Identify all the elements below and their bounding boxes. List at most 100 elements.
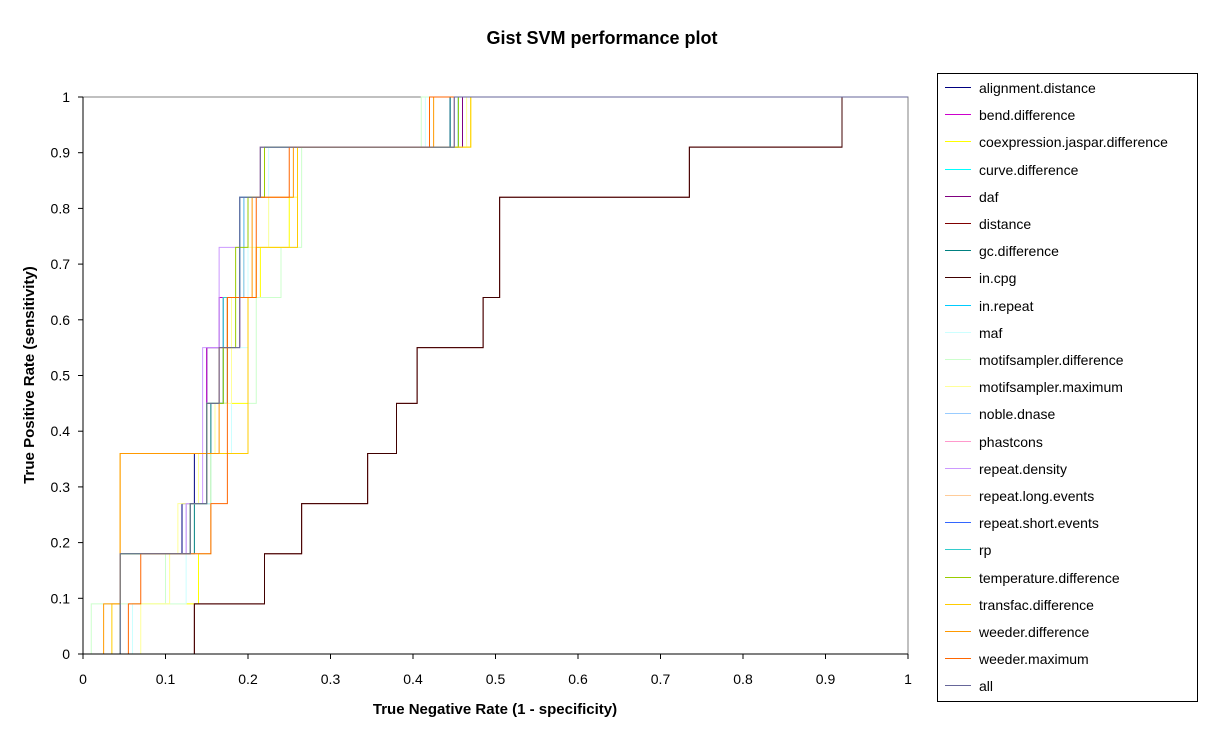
legend-item: motifsampler.difference	[938, 350, 1197, 370]
legend-swatch	[945, 549, 971, 551]
legend-item: noble.dnase	[938, 404, 1197, 424]
legend-item: motifsampler.maximum	[938, 377, 1197, 397]
plot-area	[82, 96, 909, 655]
x-tick-label: 0	[79, 671, 87, 687]
y-tick-label: 0.6	[51, 312, 71, 328]
legend-label: daf	[979, 188, 999, 205]
legend-label: repeat.long.events	[979, 488, 1095, 504]
legend-label: alignment.distance	[979, 80, 1096, 96]
legend-label: phastcons	[979, 433, 1043, 450]
legend-swatch	[945, 250, 971, 252]
legend-swatch	[945, 440, 971, 442]
legend-swatch	[945, 87, 971, 88]
legend-swatch	[945, 467, 971, 469]
legend-label: curve.difference	[979, 161, 1079, 178]
legend-swatch	[945, 223, 971, 224]
series-line-all	[83, 96, 908, 655]
legend-label: motifsampler.difference	[979, 352, 1124, 368]
legend-swatch	[945, 631, 971, 632]
x-tick-label: 0.8	[733, 671, 753, 687]
y-tick-label: 1	[62, 89, 70, 105]
y-axis-ticks: 0 0.1 0.2 0.3 0.4 0.5 0.6 0.7 0.8 0.9 1	[51, 89, 83, 662]
legend-item: daf	[938, 187, 1197, 207]
legend-swatch	[945, 141, 971, 143]
y-tick-label: 0	[62, 646, 70, 662]
legend-swatch	[945, 168, 971, 170]
x-tick-label: 0.5	[486, 671, 506, 687]
x-tick-label: 0.6	[568, 671, 588, 687]
legend-item: in.cpg	[938, 268, 1197, 288]
legend-label: in.cpg	[979, 270, 1017, 287]
legend-item: alignment.distance	[938, 78, 1197, 98]
legend-swatch	[945, 386, 971, 388]
legend-item: distance	[938, 214, 1197, 234]
legend-item: gc.difference	[938, 241, 1197, 261]
legend-swatch	[945, 576, 971, 578]
x-tick-label: 0.4	[403, 671, 423, 687]
legend-label: repeat.density	[979, 460, 1067, 477]
legend-label: noble.dnase	[979, 406, 1056, 423]
legend-item: maf	[938, 323, 1197, 343]
legend-swatch	[945, 304, 971, 306]
legend-label: maf	[979, 324, 1003, 341]
legend-item: bend.difference	[938, 105, 1197, 125]
legend-swatch	[945, 277, 971, 279]
legend-label: transfac.difference	[979, 596, 1094, 613]
legend-label: gc.difference	[979, 243, 1059, 260]
x-axis-ticks: 0 0.1 0.2 0.3 0.4 0.5 0.6 0.7 0.8 0.9 1	[79, 654, 912, 687]
legend-item: repeat.density	[938, 459, 1197, 479]
x-tick-label: 1	[904, 671, 912, 687]
legend-item: transfac.difference	[938, 595, 1197, 615]
series-lines	[83, 96, 908, 655]
legend-label: weeder.maximum	[979, 651, 1089, 668]
legend-label: rp	[979, 542, 992, 559]
legend-swatch	[945, 359, 971, 360]
legend-swatch	[945, 658, 971, 660]
legend-swatch	[945, 195, 971, 197]
legend-swatch	[945, 413, 971, 415]
y-tick-label: 0.5	[51, 368, 71, 384]
y-tick-label: 0.1	[51, 590, 71, 606]
y-tick-label: 0.2	[51, 535, 71, 551]
x-tick-label: 0.7	[651, 671, 671, 687]
legend-label: motifsampler.maximum	[979, 379, 1123, 396]
legend-item: temperature.difference	[938, 568, 1197, 588]
legend-item: all	[938, 676, 1197, 696]
x-axis-label: True Negative Rate (1 - specificity)	[373, 701, 617, 718]
legend-swatch	[945, 495, 971, 496]
legend-item: in.repeat	[938, 296, 1197, 316]
legend-swatch	[945, 522, 971, 524]
legend-swatch	[945, 331, 971, 333]
x-tick-label: 0.2	[238, 671, 258, 687]
legend-item: weeder.difference	[938, 622, 1197, 642]
legend-label: coexpression.jaspar.difference	[979, 134, 1168, 151]
legend-item: weeder.maximum	[938, 649, 1197, 669]
legend-item: repeat.short.events	[938, 513, 1197, 533]
legend-label: all	[979, 678, 994, 695]
y-tick-label: 0.3	[51, 479, 71, 495]
y-tick-label: 0.8	[51, 200, 71, 216]
legend-label: distance	[979, 216, 1032, 232]
y-tick-label: 0.4	[51, 423, 71, 439]
legend-label: weeder.difference	[979, 624, 1090, 640]
legend-swatch	[945, 685, 971, 687]
y-tick-label: 0.9	[51, 145, 71, 161]
chart-title: Gist SVM performance plot	[486, 28, 717, 48]
x-tick-label: 0.9	[816, 671, 836, 687]
legend-item: curve.difference	[938, 160, 1197, 180]
x-tick-label: 0.1	[156, 671, 176, 687]
legend-item: phastcons	[938, 432, 1197, 452]
y-tick-label: 0.7	[51, 256, 71, 272]
legend-swatch	[945, 603, 971, 605]
legend-item: coexpression.jaspar.difference	[938, 132, 1197, 152]
y-axis-label: True Positive Rate (sensitivity)	[21, 266, 38, 484]
legend-item: rp	[938, 540, 1197, 560]
legend-item: repeat.long.events	[938, 486, 1197, 506]
legend-label: temperature.difference	[979, 569, 1120, 586]
legend: alignment.distance bend.difference coexpre…	[937, 73, 1198, 702]
series-line-in-cpg	[83, 96, 908, 655]
legend-label: repeat.short.events	[979, 515, 1099, 532]
legend-label: bend.difference	[979, 107, 1076, 124]
legend-swatch	[945, 114, 971, 116]
